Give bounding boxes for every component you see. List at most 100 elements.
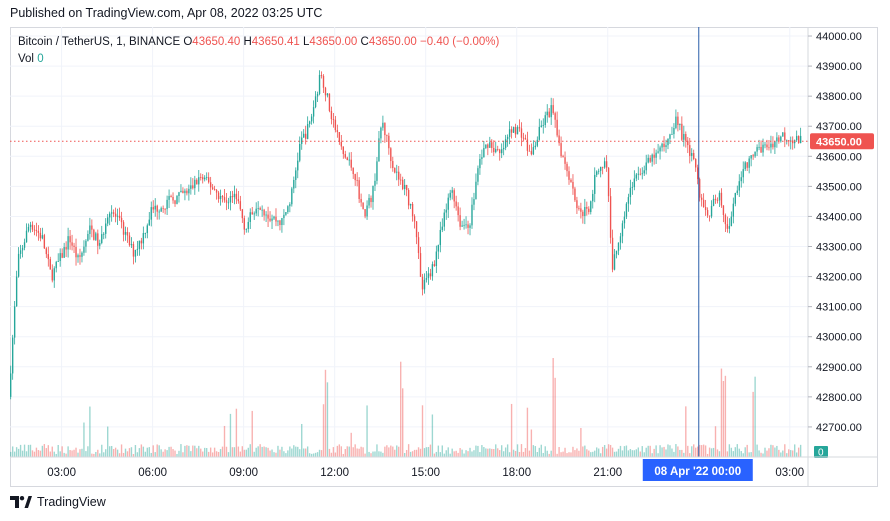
- price-tick-label: 43200.00: [816, 272, 862, 284]
- candle-body: [378, 138, 380, 162]
- candle-body: [487, 144, 489, 148]
- candle-body: [615, 250, 618, 255]
- chart-legend: Bitcoin / TetherUS, 1, BINANCE O43650.40…: [18, 34, 499, 68]
- volume-bar: [27, 444, 30, 457]
- volume-bar: [142, 446, 145, 457]
- candle-body: [407, 190, 410, 206]
- volume-bar: [475, 445, 477, 457]
- volume-bar: [734, 447, 736, 457]
- candle-body: [760, 146, 762, 153]
- candle-body: [178, 192, 180, 197]
- volume-bar: [202, 451, 204, 457]
- candle-body: [225, 200, 228, 203]
- candle-body: [441, 226, 443, 230]
- volume-bar: [413, 449, 416, 457]
- volume-bar: [611, 447, 614, 457]
- volume-bar: [49, 451, 51, 457]
- candle-body: [409, 203, 412, 206]
- time-tick-label: 21:00: [593, 467, 622, 479]
- volume-bar: [370, 453, 372, 457]
- volume-bar: [706, 453, 709, 457]
- candle-body: [239, 201, 242, 210]
- volume-bar: [609, 444, 612, 457]
- candle-body: [506, 136, 509, 140]
- volume-bar: [421, 405, 424, 457]
- candle-body: [590, 201, 592, 213]
- candle-body: [182, 190, 184, 194]
- volume-bar: [754, 376, 756, 457]
- volume-bar: [768, 448, 770, 457]
- volume-bar: [73, 449, 75, 457]
- candle-body: [617, 242, 620, 251]
- candle-body: [186, 190, 188, 194]
- volume-bar: [599, 453, 602, 457]
- candle-body: [306, 124, 309, 139]
- candle-body: [17, 253, 20, 277]
- volume-bar: [41, 445, 44, 457]
- candle-body: [287, 206, 289, 213]
- volume-bar: [162, 451, 164, 457]
- candle-body: [356, 180, 358, 181]
- candle-body: [85, 240, 87, 247]
- candle-body: [308, 121, 311, 125]
- candle-body: [221, 196, 224, 198]
- candle-body: [281, 218, 283, 226]
- candle-body: [774, 141, 776, 148]
- candle-body: [744, 162, 746, 170]
- volume-bar: [427, 446, 430, 457]
- candle-body: [762, 144, 764, 153]
- volume-bar: [441, 445, 443, 457]
- candle-body: [118, 215, 121, 218]
- volume-bar: [799, 444, 802, 457]
- candle-body: [128, 235, 131, 246]
- volume-bar: [93, 453, 95, 457]
- candle-body: [429, 273, 432, 277]
- volume-bar: [61, 446, 63, 457]
- candle-body: [489, 142, 491, 148]
- time-tick-label: 06:00: [138, 467, 167, 479]
- candle-body: [475, 181, 477, 200]
- volume-bar: [653, 448, 655, 457]
- brand-name: TradingView: [37, 495, 106, 509]
- candle-body: [768, 147, 770, 149]
- candle-body: [770, 143, 772, 148]
- volume-bar: [63, 452, 65, 457]
- volume-bar: [398, 446, 400, 457]
- crosshair-date-label: 08 Apr '22 00:00: [654, 466, 741, 478]
- volume-bar: [425, 447, 428, 457]
- candle-body: [366, 205, 368, 217]
- candle-body: [202, 177, 204, 180]
- volume-bar: [206, 447, 208, 457]
- candle-body: [79, 255, 81, 257]
- candle-body: [502, 147, 505, 150]
- volume-bar: [784, 444, 786, 457]
- candle-body: [204, 177, 206, 180]
- volume-bar: [633, 450, 636, 457]
- candle-body: [724, 215, 727, 225]
- candle-body: [154, 205, 156, 210]
- candle-body: [675, 116, 677, 129]
- candle-body: [786, 140, 788, 141]
- volume-bar: [542, 452, 544, 457]
- volume-bar: [255, 447, 257, 457]
- candle-body: [437, 245, 440, 252]
- price-tick-label: 43400.00: [816, 211, 862, 223]
- candle-body: [370, 197, 372, 203]
- volume-bar: [192, 445, 194, 457]
- volume-value: 0: [37, 53, 44, 65]
- price-chart[interactable]: 44000.00 43900.00 43800.00 43700.00 43600.00…: [10, 27, 878, 487]
- volume-bar: [362, 447, 364, 457]
- volume-bar: [691, 446, 693, 457]
- candle-body: [784, 132, 786, 141]
- high-value: 43650.41: [251, 36, 300, 48]
- volume-bar: [85, 451, 87, 457]
- candle-body: [124, 231, 127, 235]
- candle-body: [81, 252, 83, 257]
- volume-bar: [330, 452, 333, 457]
- volume-bar: [384, 446, 386, 457]
- volume-bar: [77, 452, 79, 457]
- volume-bar: [574, 450, 576, 457]
- candle-body: [360, 198, 362, 203]
- candle-body: [576, 200, 578, 209]
- volume-bar: [275, 452, 277, 457]
